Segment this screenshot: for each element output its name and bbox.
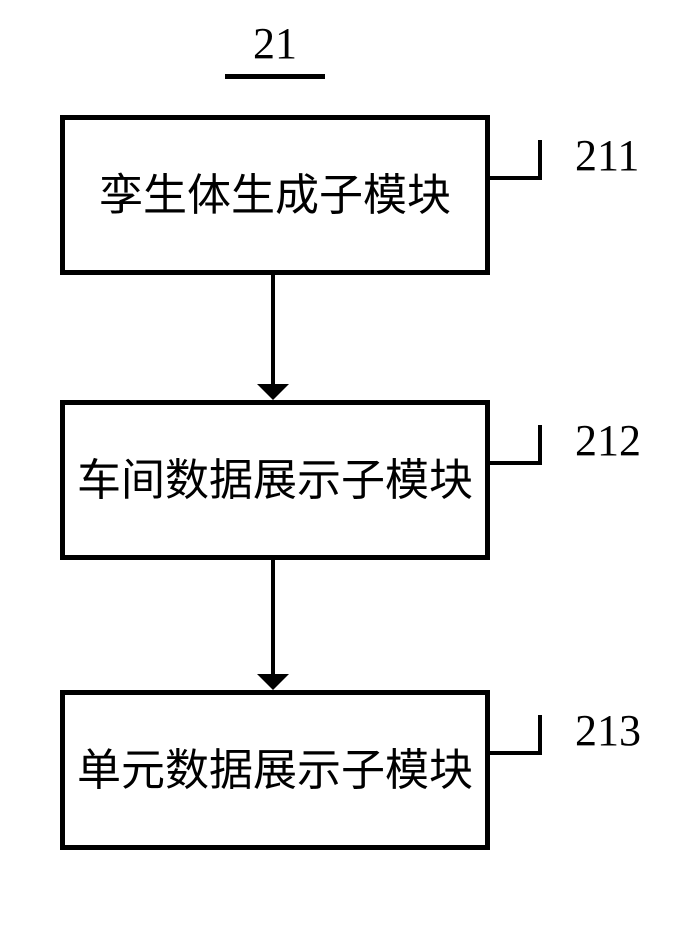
edge-211-212-line: [271, 275, 275, 384]
node-211-text: 孪生体生成子模块: [75, 168, 475, 223]
diagram-canvas: 21 孪生体生成子模块 211 车间数据展示子模块 212 单元数据展示子模块 …: [0, 0, 691, 952]
node-213-text: 单元数据展示子模块: [75, 743, 475, 798]
label-211: 211: [575, 130, 639, 181]
node-212: 车间数据展示子模块: [60, 400, 490, 560]
leader-211-h: [490, 176, 542, 180]
label-212-text: 212: [575, 416, 641, 465]
edge-212-213-line: [271, 560, 275, 674]
edge-212-213-head: [257, 674, 289, 690]
label-213-text: 213: [575, 706, 641, 755]
label-212: 212: [575, 415, 641, 466]
leader-212-h: [490, 461, 542, 465]
diagram-title-text: 21: [253, 19, 297, 68]
leader-212-v: [538, 425, 542, 465]
label-213: 213: [575, 705, 641, 756]
diagram-title: 21: [235, 18, 315, 69]
diagram-title-underline: [225, 74, 325, 79]
node-212-text: 车间数据展示子模块: [75, 453, 475, 508]
node-213: 单元数据展示子模块: [60, 690, 490, 850]
leader-211-v: [538, 140, 542, 180]
node-211: 孪生体生成子模块: [60, 115, 490, 275]
leader-213-h: [490, 751, 542, 755]
label-211-text: 211: [575, 131, 639, 180]
edge-211-212-head: [257, 384, 289, 400]
leader-213-v: [538, 715, 542, 755]
